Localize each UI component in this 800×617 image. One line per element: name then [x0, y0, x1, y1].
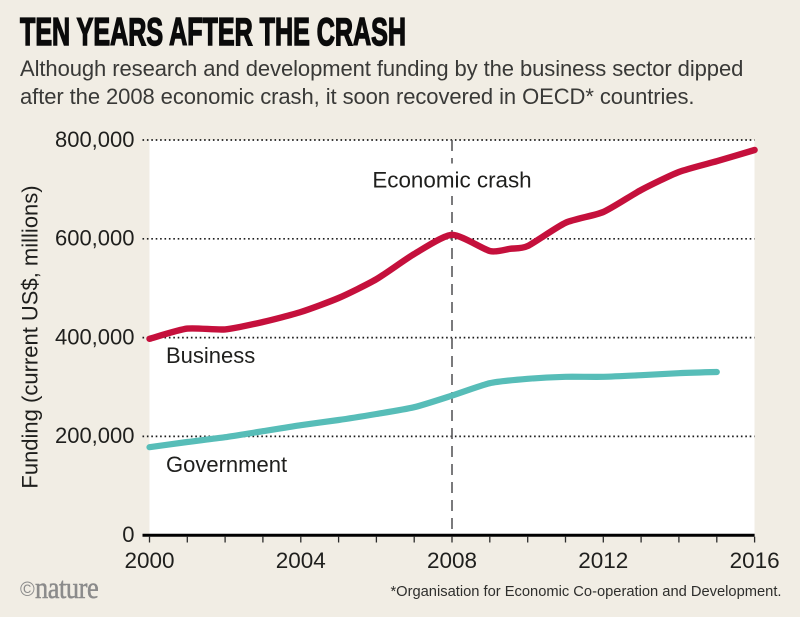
- svg-text:0: 0: [122, 522, 134, 547]
- svg-text:2012: 2012: [578, 548, 628, 573]
- svg-text:200,000: 200,000: [55, 423, 135, 448]
- svg-text:Economic crash: Economic crash: [372, 168, 531, 193]
- svg-text:2000: 2000: [124, 548, 174, 573]
- svg-text:Government: Government: [166, 452, 287, 477]
- svg-text:800,000: 800,000: [55, 127, 135, 152]
- svg-text:600,000: 600,000: [55, 226, 135, 251]
- svg-text:2004: 2004: [276, 548, 326, 573]
- svg-text:2008: 2008: [427, 548, 477, 573]
- svg-text:2016: 2016: [730, 548, 780, 573]
- svg-text:Business: Business: [166, 343, 255, 368]
- svg-text:400,000: 400,000: [55, 324, 135, 349]
- svg-text:Funding (current US$, millions: Funding (current US$, millions): [18, 185, 43, 488]
